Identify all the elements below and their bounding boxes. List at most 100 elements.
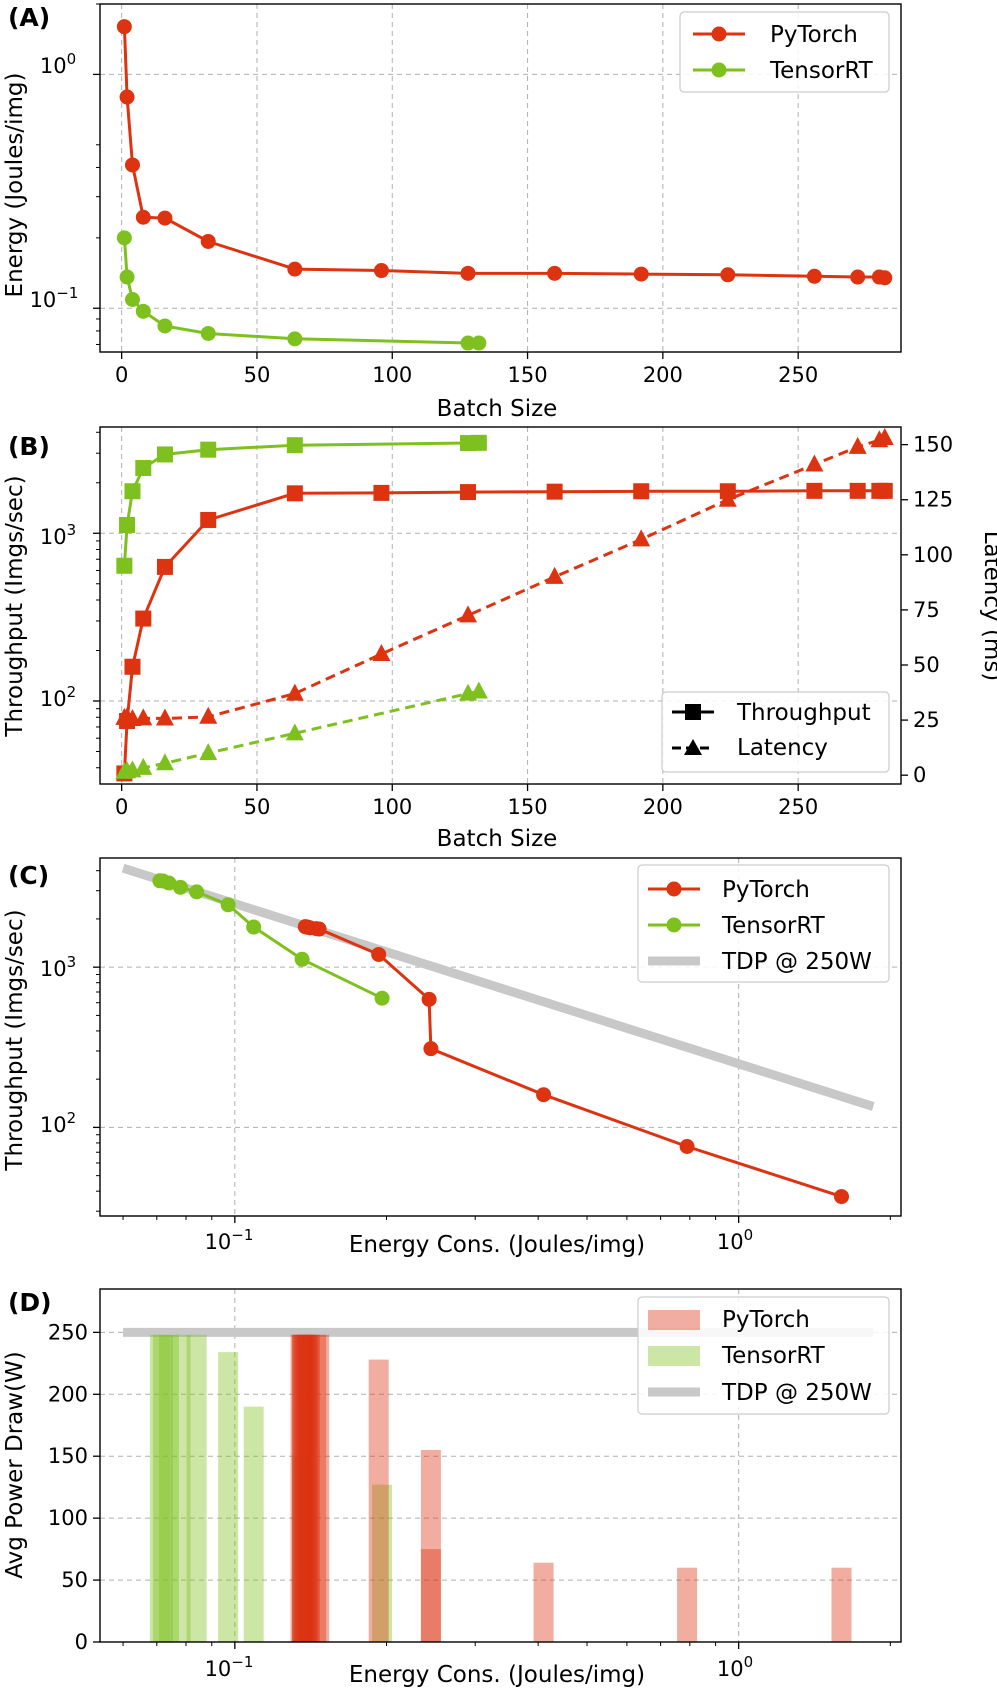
panel-a-xlabel: Batch Size (437, 396, 558, 422)
panel-d-legend-box (637, 1296, 890, 1415)
panel-a-pytorch-point (850, 269, 866, 285)
panel-b-y2tick-label: 75 (913, 598, 940, 622)
legend-marker-swatch (666, 881, 682, 897)
panel-b-tensorrt-throughput-point (119, 517, 136, 534)
panel-d-tensorrt-bar (372, 1484, 393, 1642)
panel-d-frame (99, 1288, 902, 1643)
triangle-marker-icon (684, 739, 702, 755)
panel-b-tensorrt-throughput-point (470, 434, 487, 451)
panel-d-ytick-label: 200 (48, 1382, 88, 1406)
panel-b-pytorch-throughput-point (373, 484, 390, 501)
panel-a-pytorch-point (157, 210, 173, 226)
panel-b-y2tick-label: 50 (913, 653, 940, 677)
panel-b-marks (115, 428, 894, 782)
panel-d-ytick-label: 100 (48, 1506, 88, 1530)
panel-c-x-ticks: 10−1 100 (205, 1226, 754, 1254)
panel-b-pytorch-throughput-point (124, 658, 141, 675)
panel-a: 0 50 100 150 200 250 100 10−1 (A) Batch Size … (2, 3, 902, 422)
panel-b-ytick-1e2: 102 (40, 683, 76, 711)
panel-d-x-minor-ticks (122, 1642, 891, 1649)
panel-b-pytorch-latency-point (372, 643, 391, 661)
panel-b-tensorrt-latency-point (199, 743, 218, 761)
panel-d-ytick-label: 250 (48, 1320, 88, 1344)
panel-a-pytorch-point (877, 270, 893, 286)
panel-c-pytorch-point (833, 1189, 849, 1205)
panel-a-pytorch-point (124, 157, 140, 173)
square-marker-icon (685, 704, 701, 720)
panel-a-pytorch-point (633, 266, 649, 282)
panel-a-tensorrt-point (135, 303, 151, 319)
panel-d-ytick-label: 0 (75, 1630, 88, 1654)
panel-a-pytorch-point (373, 263, 389, 279)
panel-a-xtick-label: 100 (372, 363, 412, 387)
panel-b-xlabel: Batch Size (437, 826, 558, 852)
panel-d-legend-pytorch: PyTorch (722, 1307, 810, 1333)
panel-c-xtick-1e0: 100 (717, 1226, 753, 1254)
panel-b-pytorch-throughput-line (122, 489, 885, 774)
panel-b-xtick-label: 200 (643, 795, 683, 819)
panel-b-y2tick-label: 0 (913, 763, 926, 787)
panel-d-pytorch-bar (300, 1334, 321, 1642)
panel-a-pytorch-point (135, 209, 151, 225)
panel-d-tensorrt-bar (292, 1456, 313, 1642)
panel-d-ytick-label: 50 (61, 1568, 88, 1592)
panel-d-xtick-1e-1: 10−1 (205, 1653, 254, 1681)
panel-a-ytick-1e-1: 10−1 (30, 284, 79, 312)
panel-b-pytorch-latency-point (459, 605, 478, 623)
panel-d-x-ticks: 10−1 100 (205, 1653, 754, 1681)
panel-d-ylabel: Avg Power Draw(W) (2, 1351, 28, 1579)
panel-d-label: (D) (8, 1288, 52, 1317)
panel-b-label: (B) (8, 432, 50, 461)
panel-a-xtick-label: 0 (115, 363, 128, 387)
panel-b-pytorch-latency-point (545, 566, 564, 584)
panel-a-legend-pytorch: PyTorch (770, 22, 858, 48)
panel-a-pytorch-point (460, 265, 476, 281)
panel-c-tensorrt-point (246, 919, 262, 935)
panel-b-ytick-1e3: 103 (40, 521, 76, 549)
panel-a-tensorrt-point (119, 269, 135, 285)
panel-b-y2tick-label: 100 (913, 543, 953, 567)
panel-c-tensorrt-point (152, 873, 168, 889)
panel-b-tensorrt-throughput-line (122, 441, 479, 566)
panel-d-tensorrt-bar (243, 1406, 264, 1642)
panel-d-pytorch-bar (309, 1334, 330, 1642)
panel-b-tensorrt-latency-point (155, 753, 174, 771)
panel-b-pytorch-throughput-point (633, 483, 650, 500)
panel-d-legend-swatches (648, 1310, 700, 1397)
panel-b-legend: Throughput Latency (661, 691, 890, 773)
panel-b-tensorrt-throughput-point (200, 441, 217, 458)
panel-b-tensorrt-throughput-point (286, 437, 303, 454)
panel-b-pytorch-throughput-point (135, 610, 152, 627)
panel-a-tensorrt-point (124, 291, 140, 307)
panel-d-y-ticks: 0 50 100 150 200 250 (48, 1320, 100, 1654)
panel-b-tensorrt-throughput-point (116, 557, 133, 574)
panel-a-pytorch-point (119, 89, 135, 105)
panel-c-xtick-1e-1: 10−1 (205, 1226, 254, 1254)
panel-d-pytorch-bar (292, 1334, 313, 1642)
panel-a-pytorch-point (806, 268, 822, 284)
panel-a-ytick-1e0: 100 (40, 50, 76, 78)
panel-a-tensorrt-point (471, 335, 487, 351)
panel-a-pytorch-line (122, 26, 886, 280)
panel-d-pytorch-bar (420, 1450, 441, 1642)
panel-d-pytorch-bar (306, 1334, 327, 1642)
panel-d-legend-tensorrt: TensorRT (721, 1343, 826, 1369)
panel-c-legend: PyTorch TensorRT TDP @ 250W (637, 864, 890, 983)
legend-marker-swatch (666, 917, 682, 933)
panel-b-pytorch-throughput-point (849, 482, 866, 499)
panel-c-pytorch-point (297, 919, 313, 935)
panel-c-label: (C) (8, 861, 49, 890)
panel-a-pytorch-point (116, 19, 132, 35)
panel-c-ylabel: Throughput (Imgs/sec) (2, 909, 28, 1171)
panel-c-y-ticks: 103 102 (40, 953, 76, 1137)
panel-a-tensorrt-point (287, 331, 303, 347)
panel-d-pytorch-bar (293, 1334, 314, 1642)
panel-a-legend: PyTorch TensorRT (679, 11, 890, 93)
panel-a-frame (99, 3, 902, 353)
panel-b-pytorch-latency-point (718, 489, 737, 507)
panel-c-tensorrt-point (220, 897, 236, 913)
panel-d-pytorch-bar (368, 1359, 389, 1642)
panel-b-tensorrt-throughput-point (124, 483, 141, 500)
panel-d-pytorch-bar (533, 1562, 554, 1642)
